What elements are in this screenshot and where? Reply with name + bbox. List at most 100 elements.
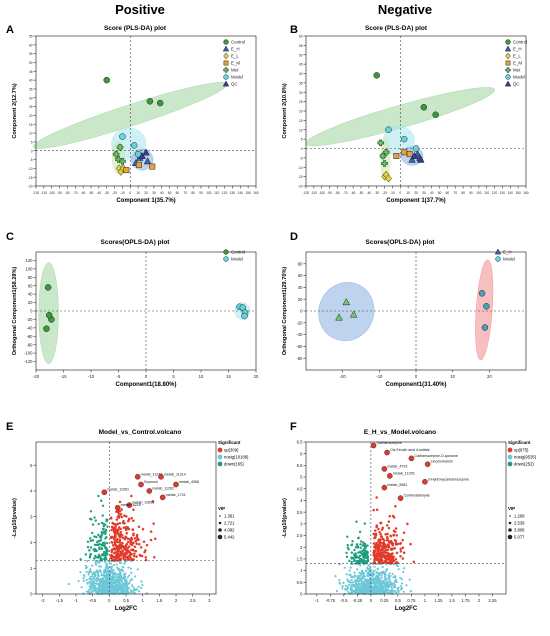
x-tick-label: 120	[492, 191, 498, 195]
x-tick-label: -20	[33, 374, 40, 379]
down-point	[100, 530, 103, 534]
nosig-point	[115, 563, 118, 566]
nosig-point	[380, 574, 383, 577]
nosig-point	[397, 568, 400, 571]
nosig-point	[356, 579, 359, 583]
data-point	[119, 158, 126, 165]
data-point	[432, 111, 439, 118]
down-point	[366, 544, 369, 547]
up-point	[382, 541, 385, 544]
up-point	[412, 560, 416, 563]
nosig-point	[384, 573, 387, 576]
down-point	[104, 528, 108, 532]
nosig-point	[121, 577, 124, 580]
point-annotation: metab_4958	[179, 480, 199, 484]
x-tick-label: 2	[175, 598, 178, 603]
up-point	[114, 558, 117, 562]
down-point	[94, 556, 98, 559]
up-point	[132, 541, 135, 545]
y-tick-label: 3	[30, 514, 33, 519]
up-point	[145, 543, 149, 547]
nosig-point	[112, 591, 115, 595]
nosig-point	[77, 579, 80, 583]
nosig-point	[108, 581, 111, 584]
nosig-point	[379, 586, 382, 589]
labeled-point	[138, 481, 144, 488]
down-point	[103, 523, 107, 526]
down-point	[102, 527, 105, 530]
down-point	[346, 543, 349, 547]
up-point	[124, 528, 128, 532]
nosig-point	[140, 580, 143, 583]
nosig-point	[388, 572, 391, 575]
nosig-point	[141, 583, 144, 587]
x-tick-label: 0	[415, 374, 418, 379]
down-point	[356, 545, 360, 548]
x-tick-label: 0	[370, 598, 373, 603]
x-tick-label: 60	[446, 191, 450, 195]
x-tick-label: -100	[319, 191, 326, 195]
up-point	[384, 559, 388, 562]
x-tick-label: -1.5	[56, 598, 64, 603]
down-point	[91, 523, 95, 526]
nosig-point	[352, 590, 356, 593]
x-tick-label: 70	[184, 191, 188, 195]
legend-label: nosig(10188)	[224, 455, 249, 460]
x-tick-label: 90	[469, 191, 473, 195]
panel-letter: A	[6, 24, 14, 36]
up-point	[121, 541, 124, 545]
up-point	[393, 547, 396, 550]
down-point	[88, 549, 91, 552]
up-point	[394, 542, 398, 545]
up-point	[113, 523, 117, 526]
y-tick-label: 20	[29, 114, 33, 118]
down-point	[89, 537, 92, 540]
panel-letter: B	[290, 24, 298, 36]
panel-A: A Score (PLS-DA) plot-120 -110 -100 -90 -80 -7…	[6, 24, 259, 204]
vip-size-marker	[219, 515, 221, 517]
nosig-point	[129, 589, 132, 592]
nosig-point	[384, 582, 388, 585]
down-point	[104, 547, 107, 550]
up-point	[376, 557, 380, 561]
nosig-point	[114, 576, 118, 579]
nosig-point	[402, 570, 405, 574]
up-point	[144, 558, 148, 562]
nosig-point	[353, 574, 356, 577]
data-point	[146, 98, 154, 105]
legend-label: Model	[231, 257, 243, 262]
x-tick-label: 1.5	[156, 598, 162, 603]
up-point	[129, 542, 132, 546]
nosig-point	[367, 582, 371, 585]
nosig-point	[97, 574, 100, 578]
x-tick-label: 1.25	[434, 598, 443, 603]
vip-label: 5.077	[514, 535, 525, 540]
nosig-point	[367, 585, 370, 588]
nosig-point	[94, 563, 98, 566]
up-point	[117, 547, 121, 551]
labeled-point	[424, 461, 431, 468]
y-tick-label: 45	[299, 63, 303, 67]
nosig-point	[89, 588, 92, 591]
x-tick-label: -50	[89, 191, 94, 195]
x-tick-label: -30	[104, 191, 109, 195]
nosig-point	[362, 573, 366, 576]
data-point	[123, 167, 130, 174]
legend-marker	[505, 74, 511, 80]
down-point	[366, 552, 369, 555]
up-point	[134, 539, 137, 543]
up-point	[132, 508, 135, 511]
nosig-point	[120, 561, 123, 564]
x-tick-label: 160	[523, 191, 529, 195]
up-point	[128, 545, 131, 548]
nosig-point	[98, 580, 102, 583]
vip-label: 5.442	[224, 535, 235, 540]
nosig-point	[402, 590, 405, 593]
x-tick-label: -50	[359, 191, 364, 195]
legend-label: E_L	[231, 54, 239, 59]
nosig-point	[125, 580, 128, 583]
up-point	[120, 515, 124, 519]
down-point	[100, 553, 104, 556]
nosig-point	[389, 580, 392, 584]
up-point	[110, 541, 113, 544]
